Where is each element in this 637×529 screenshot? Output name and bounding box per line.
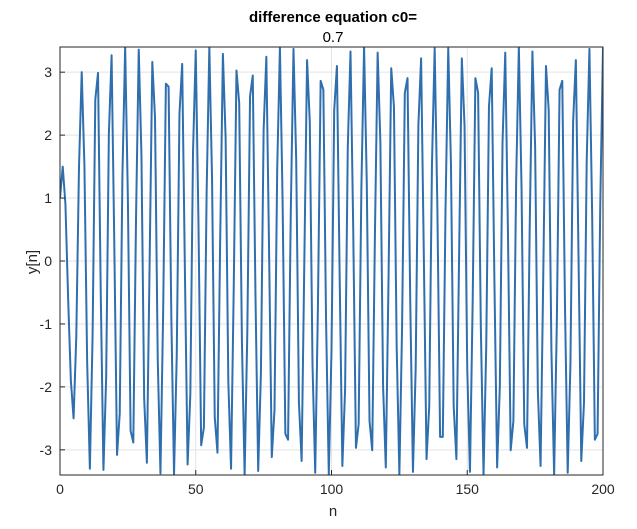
y-tick-label: 1: [44, 190, 52, 206]
chart-title: difference equation c0=: [249, 9, 417, 26]
x-tick-label: 200: [591, 481, 615, 497]
y-tick-label: 2: [44, 127, 52, 143]
y-tick-label: 3: [44, 64, 52, 80]
x-tick-label: 150: [456, 481, 480, 497]
x-tick-label: 50: [188, 481, 204, 497]
ticks: 0 50 100 150 200 -3 -2 -1 0 1 2 3: [40, 64, 615, 497]
x-tick-label: 0: [56, 481, 64, 497]
y-tick-label: -3: [40, 442, 53, 458]
y-axis-label: y[n]: [24, 250, 41, 274]
y-tick-label: -2: [40, 379, 53, 395]
x-axis-label: n: [329, 503, 337, 520]
series-line: [60, 47, 603, 475]
x-tick-label: 100: [320, 481, 344, 497]
y-tick-label: -1: [40, 316, 53, 332]
y-tick-label: 0: [44, 253, 52, 269]
chart-subtitle: 0.7: [323, 29, 344, 46]
